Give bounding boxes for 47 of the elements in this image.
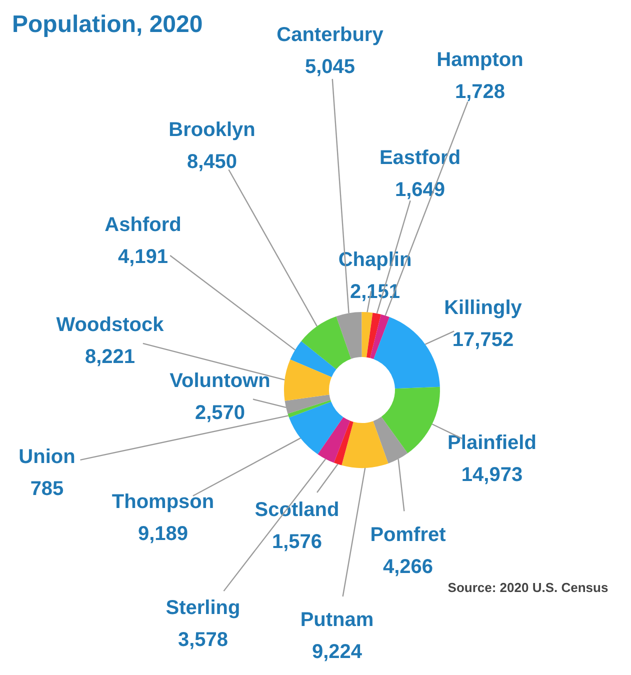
data-label: 4,191 [118, 246, 168, 268]
data-label: 9,189 [138, 523, 188, 545]
slice-label: Woodstock [56, 314, 165, 336]
donut-slice [334, 420, 354, 466]
slice-label: Sterling [166, 597, 240, 619]
donut-slice [381, 386, 440, 454]
data-label: 9,224 [312, 641, 363, 663]
donut-slice [366, 312, 382, 358]
donut-slice [301, 316, 352, 370]
data-label: 1,649 [394, 179, 446, 201]
slice-label: Killingly [444, 297, 523, 319]
donut-slice [374, 317, 440, 389]
slice-label: Eastford [379, 147, 461, 169]
slice-label: Putnam [300, 609, 374, 631]
donut-slice [284, 360, 332, 401]
data-label: 5,045 [304, 56, 356, 78]
chart-title: Population, 2020 [12, 11, 203, 38]
slice-label: Ashford [104, 214, 182, 236]
slice-label: Voluntown [170, 370, 270, 392]
donut-slice [288, 400, 332, 418]
data-label: 2,151 [350, 281, 400, 303]
slice-label: Union [18, 446, 76, 468]
data-label: 785 [30, 478, 64, 500]
slice-label: Thompson [112, 491, 214, 513]
data-label: 1,576 [272, 531, 322, 553]
donut-slice [289, 402, 344, 454]
slice-label: Pomfret [370, 524, 446, 546]
donut-slice [342, 421, 388, 468]
data-label: 4,266 [382, 556, 434, 578]
data-label: 8,450 [186, 151, 238, 173]
slice-label: Chaplin [338, 249, 412, 271]
data-label: 17,752 [452, 329, 514, 351]
slice-label: Scotland [254, 499, 340, 521]
data-label: 1,728 [454, 81, 506, 103]
slice-label: Plainfield [448, 432, 536, 454]
donut-slice [290, 341, 336, 378]
donut-slice [362, 312, 373, 358]
slice-label: Hampton [436, 49, 524, 71]
source-note: Source: 2020 U.S. Census [448, 580, 608, 595]
data-label: 2,570 [194, 402, 246, 424]
data-label: 14,973 [461, 464, 523, 486]
data-label: 8,221 [84, 346, 136, 368]
donut-slice [370, 314, 390, 360]
data-label: 3,578 [178, 629, 228, 651]
donut-slice [318, 417, 350, 463]
slice-label: Brooklyn [168, 119, 256, 141]
slice-label: Canterbury [276, 24, 384, 46]
